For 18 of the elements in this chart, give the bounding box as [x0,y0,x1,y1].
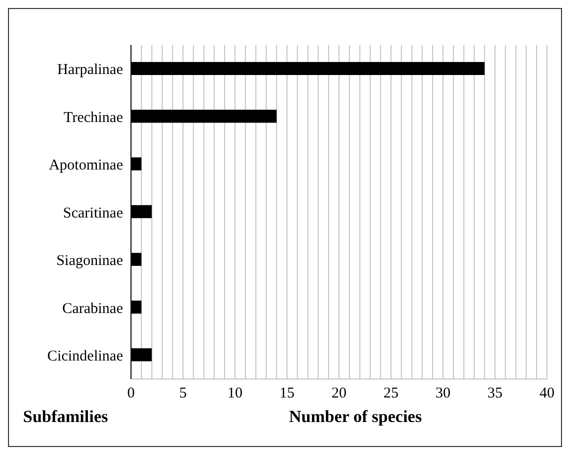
y-tick-label: Apotominae [48,158,124,174]
y-tick-label: Trechinae [64,110,124,126]
x-tick-label: 0 [127,386,135,402]
x-tick-label: 15 [280,386,294,402]
x-tick-label: 10 [228,386,242,402]
x-tick-label: 5 [179,386,187,402]
x-tick-label: 20 [332,386,346,402]
y-tick-label: Harpalinae [57,62,124,78]
y-axis-title: Subfamilies [23,407,108,427]
x-tick-label: 40 [540,386,554,402]
x-tick-label: 25 [384,386,398,402]
x-tick-label: 30 [436,386,450,402]
x-tick-label: 35 [488,386,502,402]
y-tick-label: Siagoninae [56,253,124,270]
y-tick-label: Carabinae [62,300,124,317]
y-tick-label: Cicindelinae [47,348,124,364]
x-axis-title: Number of species [289,407,422,427]
y-tick-label: Scaritinae [63,205,124,222]
